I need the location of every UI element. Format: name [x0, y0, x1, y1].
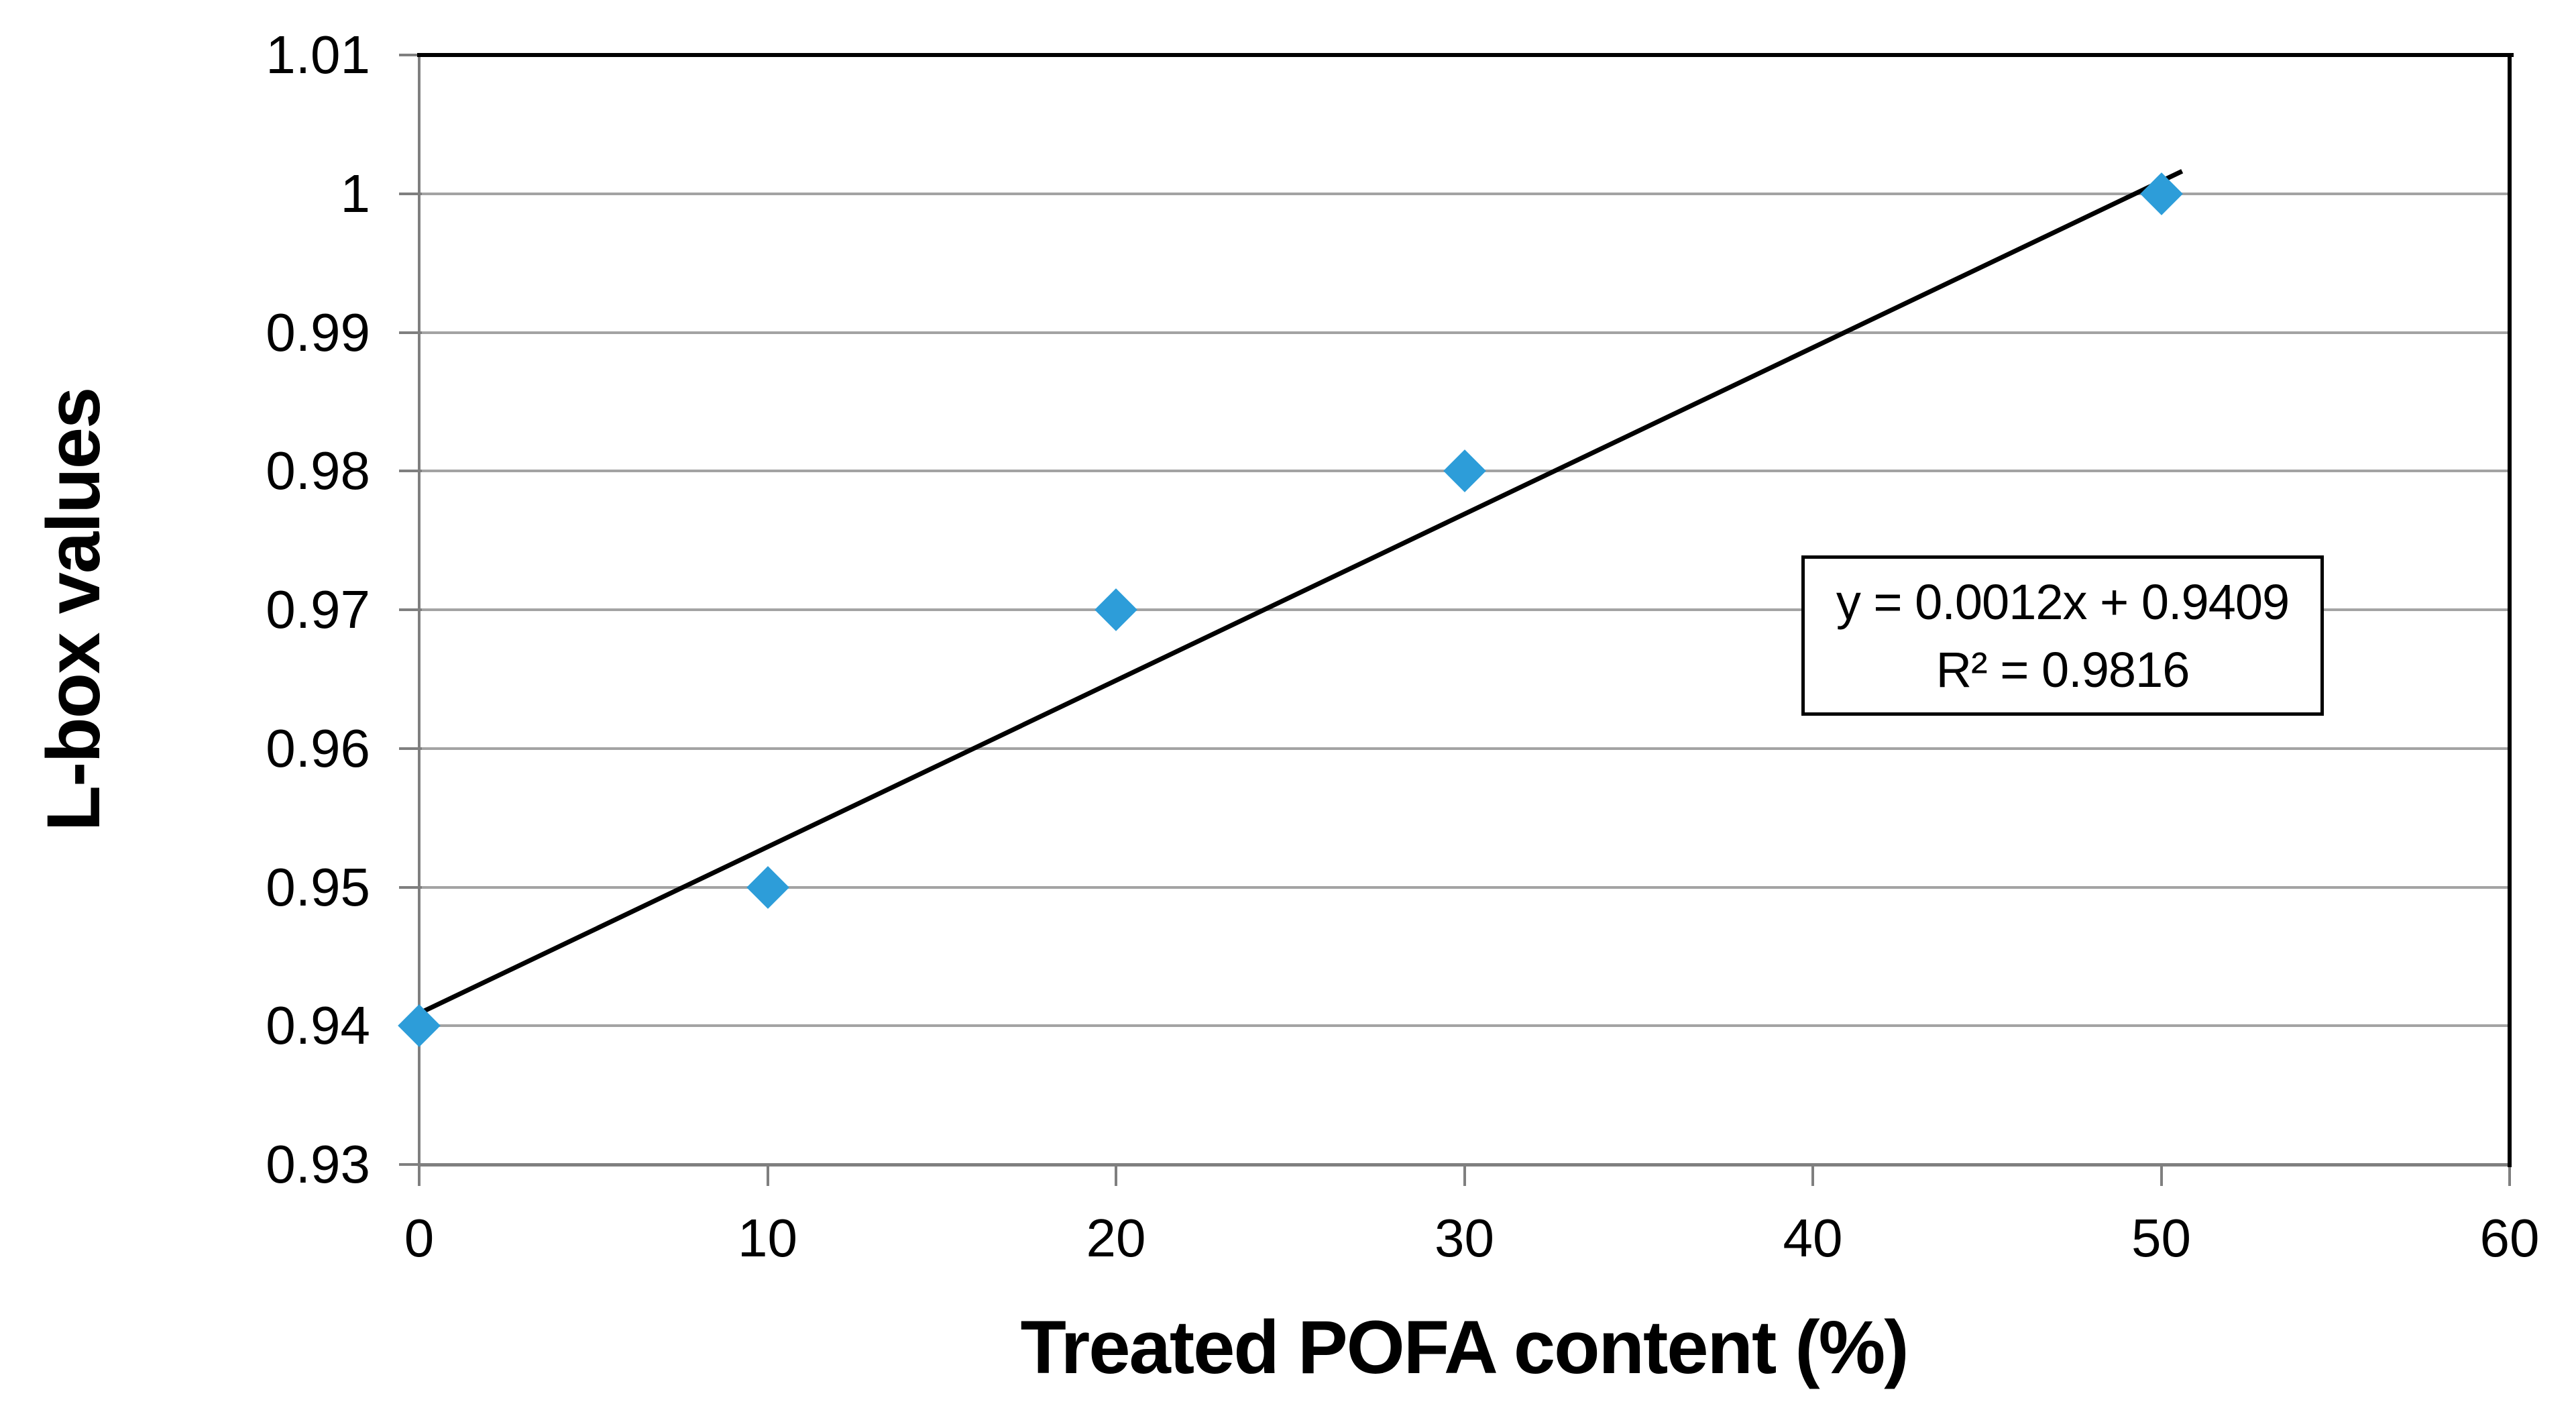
y-axis-line [418, 55, 421, 1166]
major-gridline [421, 747, 2508, 750]
major-gridline [421, 1024, 2508, 1028]
y-axis-tick [399, 470, 422, 473]
x-tick-label: 30 [1435, 1208, 1494, 1268]
x-axis-tick [766, 1167, 769, 1186]
plot-border-right [2508, 53, 2512, 1167]
x-axis-tick [418, 1167, 421, 1186]
y-axis-tick [399, 747, 422, 750]
y-tick-label: 1.01 [266, 25, 370, 85]
y-axis-tick [399, 608, 422, 611]
x-axis-tick [1811, 1167, 1814, 1186]
y-axis-tick [399, 885, 422, 889]
x-axis-tick [1115, 1167, 1117, 1186]
y-tick-label: 1 [340, 163, 371, 223]
major-gridline [421, 192, 2508, 195]
y-tick-label: 0.96 [266, 718, 370, 778]
major-gridline [421, 608, 2508, 611]
major-gridline [421, 331, 2508, 334]
y-tick-label: 0.99 [266, 302, 370, 362]
y-tick-label: 0.95 [266, 857, 370, 917]
y-tick-label: 0.97 [266, 580, 370, 639]
x-axis-tick [2508, 1167, 2511, 1186]
major-gridline [421, 885, 2508, 889]
trendline-equation-box: y = 0.0012x + 0.9409 R² = 0.9816 [1801, 555, 2324, 716]
y-tick-label: 0.94 [266, 995, 370, 1056]
x-axis-tick [1463, 1167, 1466, 1186]
x-tick-label: 50 [2131, 1208, 2191, 1268]
x-tick-label: 40 [1783, 1208, 1843, 1268]
x-tick-label: 10 [738, 1208, 797, 1268]
trendline-r-squared: R² = 0.9816 [1936, 641, 2190, 698]
x-tick-label: 0 [404, 1208, 435, 1268]
x-axis-title: Treated POFA content (%) [1020, 1305, 1909, 1389]
x-tick-label: 20 [1086, 1208, 1146, 1268]
y-axis-tick [399, 192, 422, 195]
y-tick-label: 0.93 [266, 1134, 370, 1194]
y-axis-tick [399, 54, 422, 56]
plot-border-top [417, 53, 2514, 57]
y-tick-label: 0.98 [266, 441, 370, 501]
y-axis-tick [399, 331, 422, 334]
trendline-equation: y = 0.0012x + 0.9409 [1836, 574, 2290, 630]
y-axis-tick [399, 1163, 422, 1166]
x-axis-line [418, 1163, 2512, 1167]
x-tick-label: 60 [2479, 1208, 2540, 1268]
trendline [418, 169, 2184, 1016]
x-axis-tick [2160, 1167, 2163, 1186]
